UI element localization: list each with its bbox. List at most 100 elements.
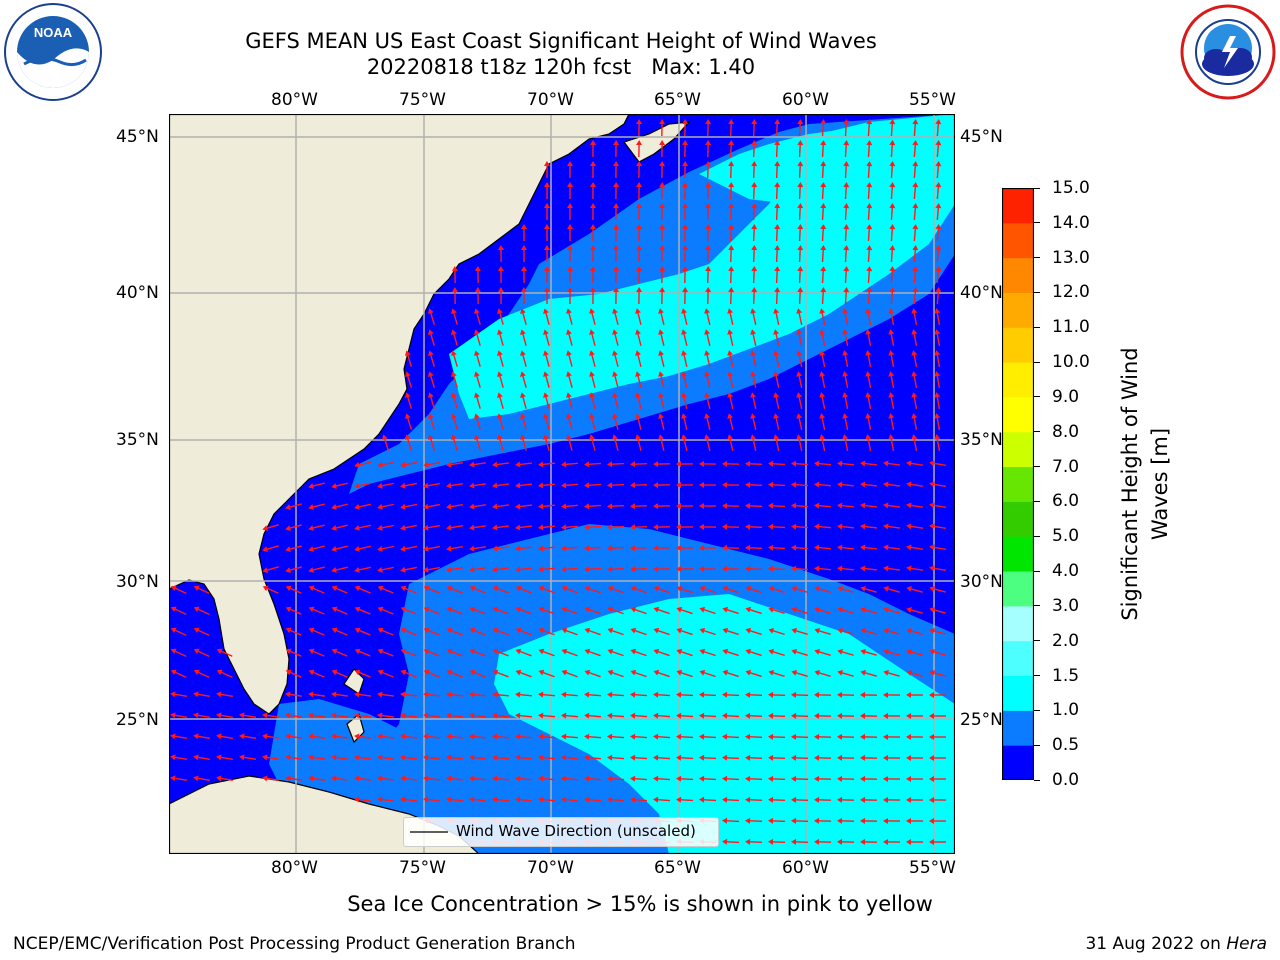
wave-arrow	[285, 606, 302, 615]
colorbar-tick-label: 10.0	[1052, 352, 1090, 373]
wave-arrow	[751, 245, 758, 263]
wave-arrow	[837, 733, 855, 740]
wave-arrow	[768, 627, 785, 636]
wave-arrow	[170, 754, 188, 761]
wave-arrow	[906, 502, 924, 509]
wave-arrow	[934, 308, 941, 325]
wave-arrow	[883, 565, 901, 572]
wave-arrow	[676, 545, 694, 552]
wave-arrow	[400, 754, 418, 761]
wave-arrow	[566, 371, 573, 388]
wave-arrow	[446, 796, 464, 803]
lon-label-bottom-55w: 55°W	[909, 858, 956, 878]
wave-arrow	[515, 648, 532, 657]
wave-arrow	[630, 691, 648, 698]
wave-arrow	[216, 733, 234, 740]
wave-arrow	[773, 329, 780, 346]
wave-arrow	[354, 733, 372, 740]
wave-arrow	[653, 733, 671, 740]
wave-arrow	[474, 434, 481, 451]
wave-arrow	[193, 627, 210, 636]
wave-arrow	[796, 308, 803, 325]
wave-arrow	[705, 245, 712, 263]
colorbar-segment	[1002, 640, 1034, 677]
wave-arrow	[774, 140, 781, 158]
wave-arrow	[889, 287, 896, 305]
wave-arrow	[796, 329, 803, 346]
wave-arrow	[704, 329, 711, 346]
wave-arrow	[676, 606, 693, 615]
wave-arrow	[285, 585, 302, 594]
wave-arrow	[469, 627, 486, 636]
wave-arrow	[820, 266, 827, 284]
wave-arrow	[676, 775, 694, 782]
wave-arrow	[520, 350, 527, 367]
wave-arrow	[912, 119, 919, 137]
wave-arrow	[170, 669, 187, 678]
wave-arrow	[658, 434, 665, 451]
wave-arrow	[538, 754, 556, 761]
colorbar-tick-mark	[1034, 500, 1040, 502]
wave-arrow	[520, 266, 527, 284]
wave-arrow	[400, 482, 417, 489]
colorbar-tick-mark	[1034, 535, 1040, 537]
wave-arrow	[773, 413, 780, 430]
colorbar-segment	[1002, 501, 1034, 537]
wave-arrow	[520, 329, 527, 346]
wave-arrow	[515, 691, 533, 698]
wave-arrow	[860, 523, 878, 530]
wave-arrow	[520, 413, 527, 430]
wave-arrow	[630, 796, 648, 803]
wave-arrow	[331, 585, 348, 594]
wave-arrow	[843, 119, 850, 137]
footer-date-text: 31 Aug 2022 on	[1085, 934, 1227, 954]
wave-arrow	[866, 161, 873, 179]
wave-arrow	[653, 545, 671, 552]
wave-arrow	[561, 691, 579, 698]
wave-arrow	[543, 224, 550, 242]
wave-arrow	[613, 182, 620, 200]
wave-arrow	[566, 434, 573, 451]
lat-label-right-25n: 25°N	[960, 710, 1003, 730]
wave-arrow	[423, 648, 440, 657]
wave-arrow	[888, 392, 895, 409]
wave-arrow	[699, 585, 716, 594]
wave-arrow	[791, 585, 808, 594]
wave-arrow	[791, 481, 809, 488]
wave-arrow	[469, 524, 487, 531]
colorbar-segment	[1002, 396, 1034, 433]
wave-arrow	[653, 566, 671, 573]
lat-label-left-25n: 25°N	[116, 710, 159, 730]
wave-arrow	[837, 796, 855, 803]
wave-arrow	[797, 161, 804, 179]
wave-arrow	[774, 245, 781, 263]
legend-line-icon	[410, 831, 448, 833]
wave-arrow	[377, 754, 395, 761]
noaa-logo: NOAA	[4, 3, 102, 101]
wave-arrow	[722, 460, 740, 467]
wave-arrow	[561, 627, 578, 636]
wave-arrow	[561, 482, 579, 489]
colorbar-tick-label: 13.0	[1052, 247, 1090, 268]
lat-label-right-35n: 35°N	[960, 430, 1003, 450]
wave-arrow	[866, 140, 873, 158]
wave-arrow	[773, 308, 780, 325]
wave-arrow	[906, 460, 924, 467]
wave-arrow	[285, 754, 303, 761]
wave-arrow	[543, 182, 550, 200]
wave-arrow	[331, 503, 348, 510]
wave-arrow	[906, 712, 924, 719]
wave-arrow	[658, 371, 665, 388]
colorbar-tick-mark	[1034, 326, 1040, 328]
wave-arrow	[469, 669, 486, 678]
wave-arrow	[285, 648, 302, 657]
wave-arrow	[515, 733, 533, 740]
wave-arrow	[929, 523, 947, 530]
wave-arrow	[630, 754, 648, 761]
wave-arrow	[751, 287, 758, 305]
wave-arrow	[193, 754, 211, 761]
wave-arrow	[377, 503, 394, 510]
wave-arrow	[705, 119, 712, 137]
wave-arrow	[791, 502, 809, 509]
wave-arrow	[607, 775, 625, 782]
